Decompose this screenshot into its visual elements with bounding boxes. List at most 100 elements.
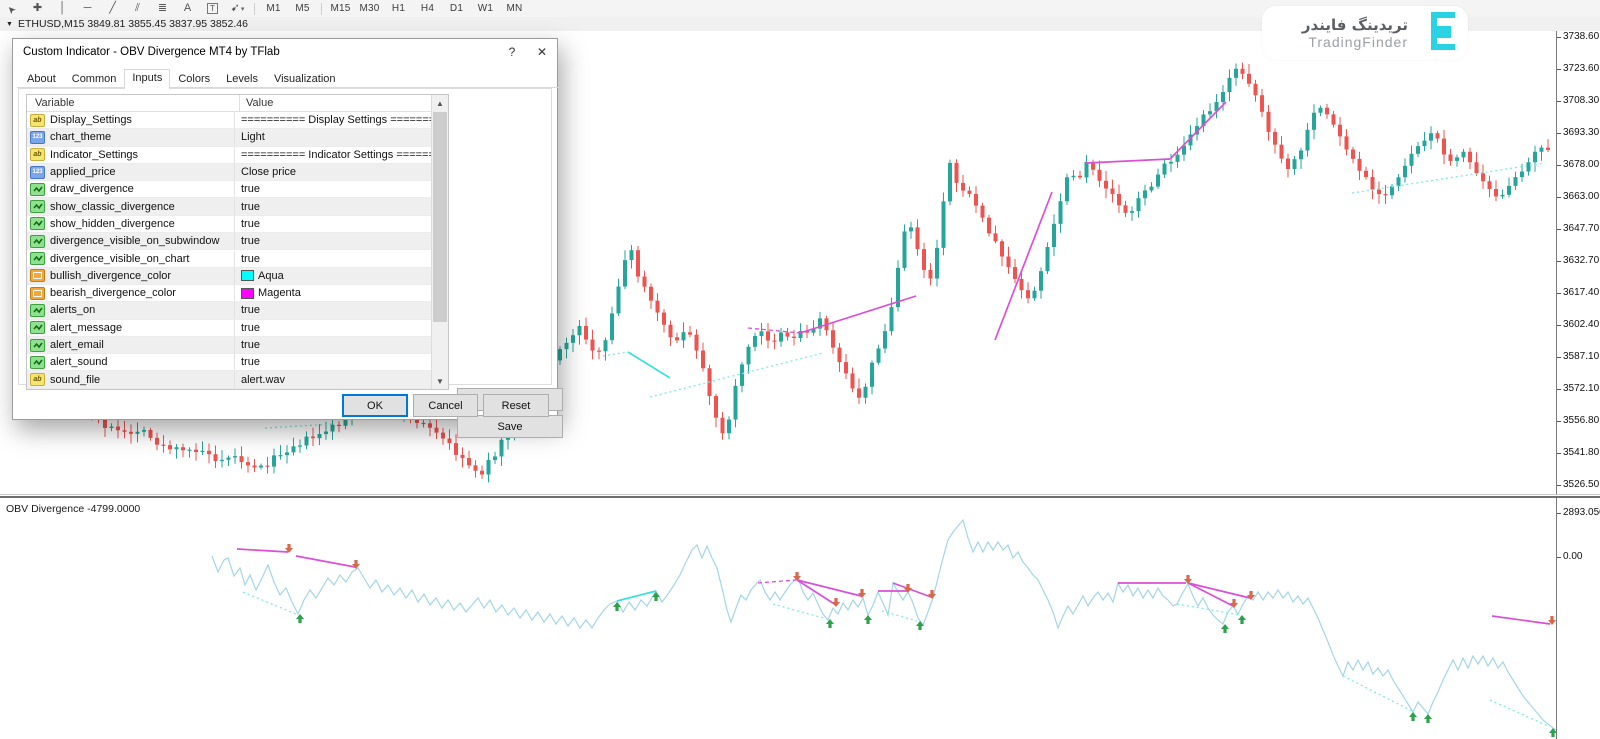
- color-swatch: [241, 270, 254, 282]
- tool-vertical-line[interactable]: │: [50, 1, 75, 17]
- tab-visualization[interactable]: Visualization: [273, 73, 336, 85]
- obv-divergence-chart[interactable]: [0, 498, 1556, 739]
- timeframe-m30[interactable]: M30: [359, 3, 380, 14]
- input-row-chart_theme[interactable]: 123 chart_theme Light: [27, 129, 448, 147]
- ok-button[interactable]: OK: [342, 394, 408, 417]
- variable-name: bearish_divergence_color: [50, 285, 235, 302]
- timeframe-h1[interactable]: H1: [391, 3, 406, 14]
- timeframe-m15[interactable]: M15: [330, 3, 351, 14]
- variable-value[interactable]: true: [241, 339, 260, 351]
- variable-name: applied_price: [50, 164, 235, 181]
- input-row-alert_email[interactable]: alert_email true: [27, 336, 448, 355]
- timeframe-w1[interactable]: W1: [477, 3, 494, 14]
- input-row-show_classic_divergence[interactable]: show_classic_divergence true: [27, 198, 448, 216]
- input-row-lookback[interactable]: 123lookback1000: [27, 388, 448, 390]
- cancel-button[interactable]: Cancel: [413, 394, 478, 417]
- variable-value[interactable]: Close price: [241, 166, 297, 179]
- axis-price-label: 3663.00: [1563, 191, 1600, 202]
- tool-text[interactable]: A: [175, 1, 200, 17]
- variable-value[interactable]: Light: [241, 131, 265, 144]
- help-button[interactable]: ?: [508, 45, 516, 59]
- tool-crosshair[interactable]: ✚: [25, 1, 50, 17]
- inputs-table-header: Variable Value: [27, 95, 448, 112]
- axis-tick: [1557, 37, 1561, 38]
- input-row-Display_Settings[interactable]: ab Display_Settings ========== Display Set…: [27, 112, 448, 130]
- variable-value[interactable]: true: [241, 235, 260, 248]
- input-row-alert_message[interactable]: alert_message true: [27, 319, 448, 337]
- table-scrollbar[interactable]: ▲ ▼: [431, 95, 448, 389]
- tool-equidistant-channel[interactable]: ⫽: [125, 1, 150, 17]
- tool-fibonacci[interactable]: ≣: [150, 1, 175, 17]
- input-row-divergence_visible_on_chart[interactable]: divergence_visible_on_chart true: [27, 250, 448, 268]
- input-row-alert_sound[interactable]: alert_sound true: [27, 354, 448, 372]
- dropdown-caret-icon[interactable]: ▾: [240, 5, 245, 13]
- obv-subwindow[interactable]: 2893.0505 0.00 OBV Divergence -4799.0000: [0, 498, 1600, 739]
- variable-value[interactable]: true: [241, 356, 260, 369]
- candlestick-chart[interactable]: [0, 31, 1556, 496]
- dialog-titlebar[interactable]: Custom Indicator - OBV Divergence MT4 by…: [13, 39, 557, 65]
- variable-value[interactable]: Magenta: [235, 285, 448, 301]
- variable-value[interactable]: ========== Display Settings ==========: [241, 114, 448, 127]
- bool-icon: [30, 200, 45, 214]
- input-row-Indicator_Settings[interactable]: ab Indicator_Settings ========== Indicator…: [27, 146, 448, 164]
- timeframe-d1[interactable]: D1: [449, 3, 464, 14]
- dialog-tabs: About Common Inputs Colors Levels Visualizati…: [17, 67, 559, 89]
- axis-price-label: 3708.30: [1563, 95, 1600, 106]
- tab-inputs[interactable]: Inputs: [124, 69, 171, 89]
- tool-text-label[interactable]: T: [200, 1, 225, 17]
- axis-price-label: 3541.80: [1563, 447, 1600, 458]
- tab-common[interactable]: Common: [71, 73, 117, 85]
- scroll-up-icon[interactable]: ▲: [432, 95, 448, 111]
- string-icon: ab: [30, 113, 45, 127]
- axis-price-label: 3738.60: [1563, 31, 1600, 42]
- tool-cursor[interactable]: ➤: [0, 1, 25, 17]
- timeframe-m5[interactable]: M5: [295, 3, 310, 14]
- input-row-bearish_divergence_color[interactable]: bearish_divergence_color Magenta: [27, 285, 448, 303]
- scroll-down-icon[interactable]: ▼: [432, 373, 448, 389]
- variable-value[interactable]: true: [241, 200, 260, 213]
- symbol-dropdown-icon[interactable]: ▼: [6, 20, 13, 28]
- axis-price-label: 3572.10: [1563, 383, 1600, 394]
- timeframe-mn[interactable]: MN: [506, 3, 523, 14]
- variable-value[interactable]: alert.wav: [241, 373, 286, 386]
- tool-arrows[interactable]: ➹ ▾: [225, 1, 250, 17]
- variable-value[interactable]: true: [241, 252, 260, 265]
- input-row-show_hidden_divergence[interactable]: show_hidden_divergence true: [27, 215, 448, 234]
- toolbar-timeframes: M1 M5 M15 M30 H1 H4 D1 W1 MN: [259, 1, 529, 16]
- tab-about[interactable]: About: [27, 73, 56, 85]
- input-row-divergence_visible_on_subwindow[interactable]: divergence_visible_on_subwindow true: [27, 233, 448, 251]
- variable-value[interactable]: ========== Indicator Settings ==========: [241, 148, 448, 161]
- bool-icon: [30, 355, 45, 369]
- variable-value[interactable]: true: [241, 183, 260, 196]
- variable-value[interactable]: true: [241, 217, 260, 230]
- timeframe-m1[interactable]: M1: [266, 3, 281, 14]
- save-button[interactable]: Save: [457, 415, 563, 438]
- tradingfinder-logo: تریدینگ فایندر TradingFinder: [1262, 6, 1468, 60]
- input-row-alerts_on[interactable]: alerts_on true: [27, 302, 448, 320]
- axis-tick: [1557, 293, 1561, 294]
- panel-separator[interactable]: [0, 494, 1600, 499]
- variable-value[interactable]: Aqua: [235, 268, 448, 284]
- close-icon[interactable]: ✕: [536, 45, 548, 59]
- tab-levels[interactable]: Levels: [226, 73, 258, 85]
- input-row-applied_price[interactable]: 123 applied_price Close price: [27, 163, 448, 182]
- column-header-value: Value: [246, 97, 274, 109]
- timeframe-h4[interactable]: H4: [420, 3, 435, 14]
- variable-value[interactable]: true: [241, 304, 260, 317]
- scrollbar-thumb[interactable]: [433, 112, 447, 322]
- bool-icon: [30, 321, 45, 335]
- input-row-draw_divergence[interactable]: draw_divergence true: [27, 181, 448, 199]
- input-row-sound_file[interactable]: ab sound_file alert.wav: [27, 371, 448, 389]
- tool-horizontal-line[interactable]: ─: [75, 1, 100, 17]
- variable-value[interactable]: true: [241, 321, 260, 334]
- tool-trendline[interactable]: ╱: [100, 1, 125, 17]
- reset-button[interactable]: Reset: [483, 394, 549, 417]
- vertical-line-icon: │: [59, 2, 66, 14]
- axis-price-label: 0.00: [1563, 551, 1583, 562]
- axis-tick: [1557, 421, 1561, 422]
- string-icon: ab: [30, 373, 45, 387]
- tab-colors[interactable]: Colors: [178, 73, 211, 85]
- variable-value[interactable]: 1000: [235, 389, 448, 390]
- text-icon: A: [183, 2, 192, 14]
- input-row-bullish_divergence_color[interactable]: bullish_divergence_color Aqua: [27, 267, 448, 285]
